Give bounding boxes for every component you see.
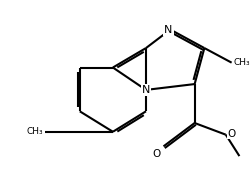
Text: N: N [164, 25, 173, 35]
Text: O: O [228, 129, 236, 139]
Text: N: N [142, 85, 150, 95]
Text: O: O [152, 149, 161, 159]
Text: CH₃: CH₃ [26, 127, 43, 136]
Text: CH₃: CH₃ [234, 58, 250, 67]
